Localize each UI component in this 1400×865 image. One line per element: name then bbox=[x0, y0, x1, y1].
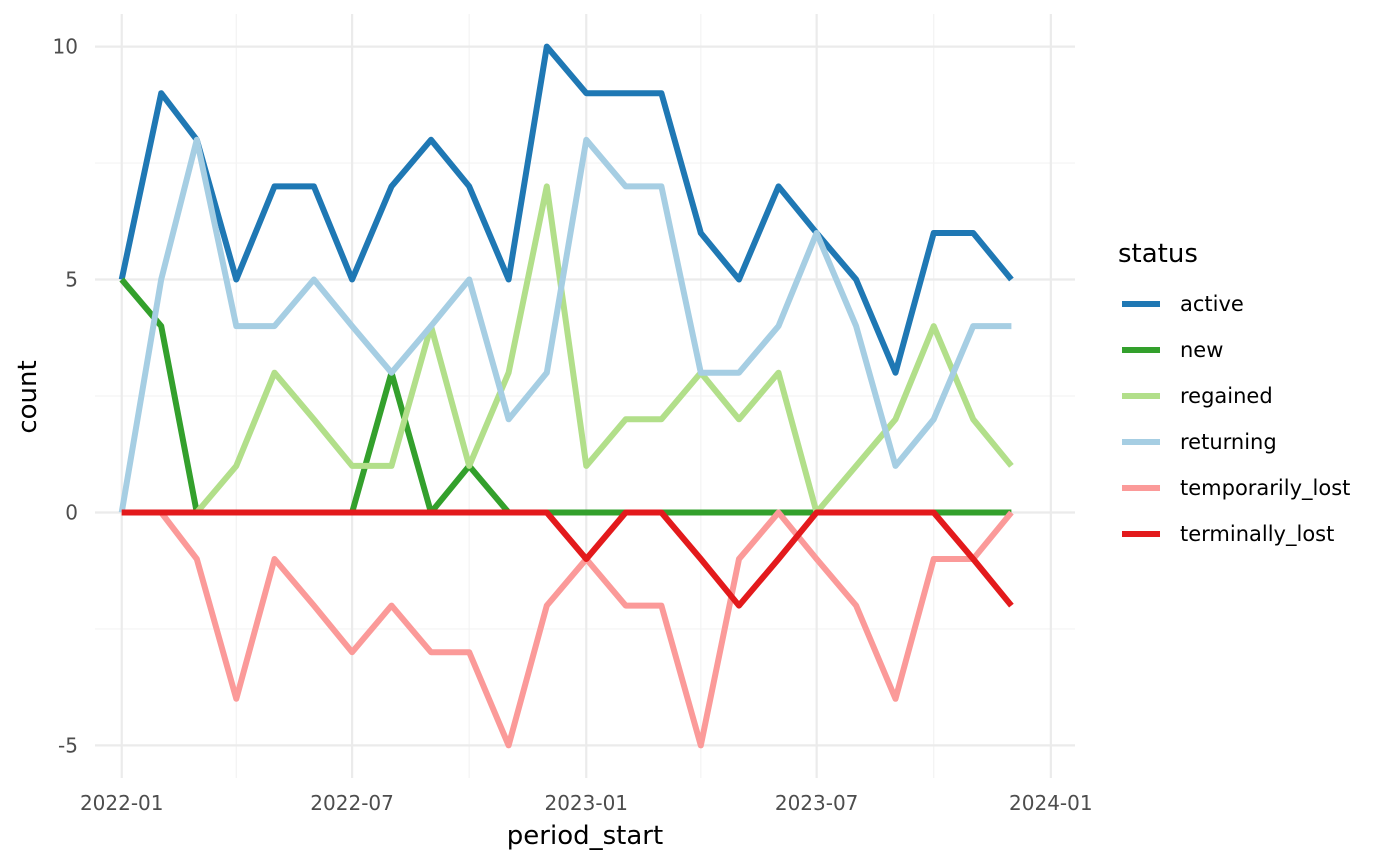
y-tick-label: 0 bbox=[65, 500, 78, 524]
legend-label-temporarily-lost: temporarily_lost bbox=[1180, 476, 1350, 501]
x-tick-label: 2022-07 bbox=[310, 791, 394, 815]
series-line-active bbox=[118, 43, 1014, 376]
series-line-temporarily-lost bbox=[121, 509, 1014, 749]
series-line-terminally-lost bbox=[121, 509, 1014, 609]
series-line-returning bbox=[118, 136, 1012, 514]
legend-label-regained: regained bbox=[1180, 384, 1273, 408]
legend-title: status bbox=[1118, 239, 1198, 269]
grid bbox=[95, 14, 1075, 778]
x-tick-label: 2023-07 bbox=[775, 791, 859, 815]
y-axis-ticks: -5 0 5 10 bbox=[53, 35, 78, 758]
x-tick-label: 2023-01 bbox=[544, 791, 628, 815]
x-tick-label: 2024-01 bbox=[1009, 791, 1093, 815]
y-axis-title: count bbox=[13, 360, 43, 433]
legend-label-new: new bbox=[1180, 338, 1223, 362]
x-axis-ticks: 2022-01 2022-07 2023-01 2023-07 2024-01 bbox=[80, 791, 1093, 815]
legend: status active new regained returning tempora… bbox=[1118, 239, 1350, 547]
legend-label-active: active bbox=[1180, 292, 1244, 316]
series-lines bbox=[118, 43, 1014, 749]
series-line-regained bbox=[121, 183, 1014, 516]
legend-label-returning: returning bbox=[1180, 430, 1277, 454]
legend-label-terminally-lost: terminally_lost bbox=[1180, 522, 1334, 547]
x-axis-title: period_start bbox=[507, 821, 663, 851]
y-tick-label: -5 bbox=[58, 733, 78, 757]
x-tick-label: 2022-01 bbox=[80, 791, 164, 815]
y-tick-label: 10 bbox=[53, 35, 78, 59]
y-tick-label: 5 bbox=[65, 268, 78, 292]
